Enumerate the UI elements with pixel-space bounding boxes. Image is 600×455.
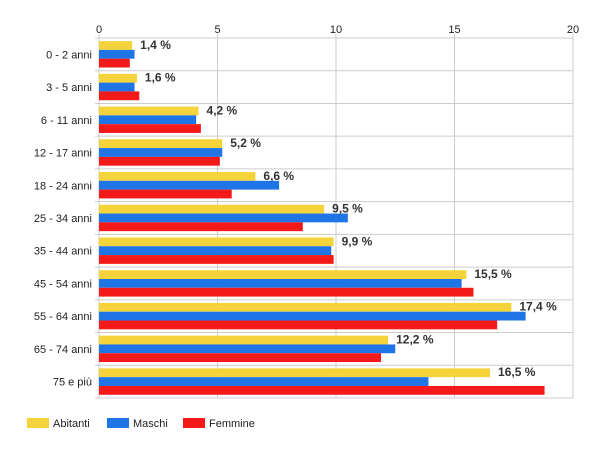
x-tick-label: 5 [214, 24, 220, 36]
bar-femmine [99, 58, 130, 68]
bar-abitanti [99, 368, 491, 378]
bar-femmine [99, 287, 474, 297]
bar-abitanti [99, 270, 467, 279]
legend-label-maschi: Maschi [133, 418, 168, 430]
bar-maschi [99, 311, 526, 321]
bar-abitanti [99, 139, 223, 149]
data-label: 1,6 % [145, 71, 176, 85]
legend-swatch-abitanti [27, 418, 49, 428]
bars [99, 41, 545, 395]
bar-femmine [99, 189, 232, 199]
bar-maschi [99, 148, 223, 157]
legend-swatch-femmine [183, 418, 205, 428]
bar-femmine [99, 320, 498, 330]
bar-maschi [99, 278, 462, 288]
data-label: 15,5 % [474, 267, 512, 281]
bar-abitanti [99, 73, 137, 83]
bar-abitanti [99, 302, 512, 312]
data-label: 16,5 % [498, 365, 536, 379]
bar-maschi [99, 377, 429, 386]
category-labels: 0 - 2 anni 3 - 5 anni 6 - 11 anni 12 - 17 a… [34, 49, 92, 388]
category-label: 3 - 5 anni [46, 82, 92, 94]
bar-abitanti [99, 204, 325, 214]
data-label: 9,5 % [332, 202, 363, 216]
category-label: 18 - 24 anni [34, 180, 92, 192]
data-label: 6,6 % [263, 169, 294, 183]
x-tick-label: 0 [96, 24, 102, 36]
bar-femmine [99, 222, 303, 232]
bar-abitanti [99, 172, 256, 181]
bar-femmine [99, 156, 220, 166]
legend-swatch-maschi [107, 418, 129, 428]
bar-maschi [99, 344, 396, 354]
bar-maschi [99, 82, 135, 92]
bar-abitanti [99, 106, 199, 116]
category-label: 25 - 34 anni [34, 213, 92, 225]
gridlines [95, 34, 574, 399]
x-tick-label: 15 [448, 24, 460, 36]
data-label: 12,2 % [396, 332, 434, 346]
bar-femmine [99, 353, 382, 363]
category-label: 6 - 11 anni [41, 115, 92, 127]
bar-maschi [99, 115, 197, 125]
bar-femmine [99, 255, 334, 264]
category-label: 12 - 17 anni [34, 148, 92, 160]
data-label: 1,4 % [140, 38, 171, 52]
legend: Abitanti Maschi Femmine [27, 418, 255, 430]
bar-maschi [99, 180, 280, 190]
category-label: 45 - 54 anni [34, 278, 92, 290]
data-label: 4,2 % [207, 103, 238, 117]
legend-label-femmine: Femmine [209, 418, 255, 430]
bar-maschi [99, 49, 135, 59]
x-axis-ticks: 0 5 10 15 20 [96, 24, 579, 36]
bar-abitanti [99, 41, 133, 50]
bar-abitanti [99, 335, 389, 345]
data-label: 5,2 % [230, 136, 261, 150]
category-label: 65 - 74 anni [34, 344, 92, 356]
bar-femmine [99, 91, 140, 101]
category-label: 0 - 2 anni [46, 49, 92, 61]
data-label: 17,4 % [519, 300, 557, 314]
legend-label-abitanti: Abitanti [53, 418, 90, 430]
x-tick-label: 20 [567, 24, 579, 36]
category-label: 35 - 44 anni [34, 246, 92, 258]
data-label: 9,9 % [342, 234, 373, 248]
bar-abitanti [99, 237, 334, 247]
x-tick-label: 10 [330, 24, 342, 36]
data-labels: 1,4 % 1,6 % 4,2 % 5,2 % 6,6 % 9,5 % 9,9 % 15,5 … [140, 38, 557, 379]
category-label: 55 - 64 anni [34, 311, 92, 323]
bar-femmine [99, 385, 545, 395]
bar-maschi [99, 213, 348, 223]
bar-maschi [99, 246, 332, 256]
category-label: 75 e più [53, 377, 92, 389]
bar-femmine [99, 124, 201, 133]
